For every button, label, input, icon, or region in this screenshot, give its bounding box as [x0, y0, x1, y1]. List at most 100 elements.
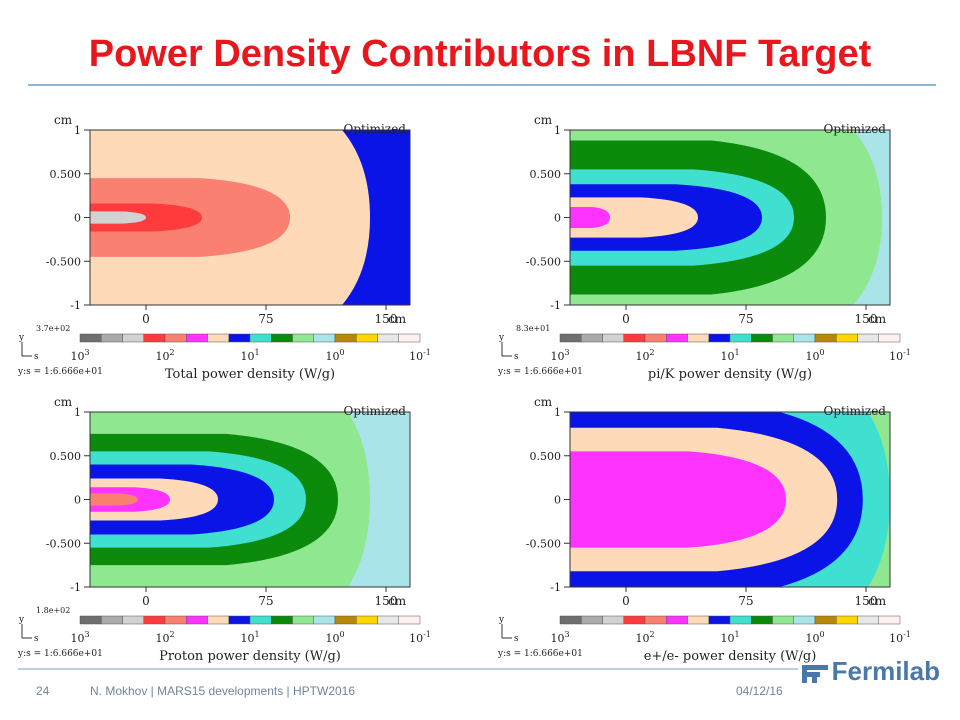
legend-swatch	[644, 333, 667, 343]
legend-swatch	[751, 333, 773, 343]
legend-swatch	[857, 615, 879, 625]
legend-swatch	[164, 333, 187, 343]
y-tick-label: 0	[554, 212, 561, 225]
legend-swatch	[729, 333, 752, 343]
fermilab-logo: Fermilab	[801, 656, 940, 687]
colorbar-tick-label: 100	[805, 630, 824, 645]
axis-orientation-icon	[21, 342, 32, 357]
colorbar-max-value: 3.7e+02	[36, 324, 70, 333]
x-tick-label: 75	[258, 594, 273, 608]
scale-ratio-note: y:s = 1:6.666e+01	[497, 367, 583, 377]
legend-swatch	[687, 615, 709, 625]
y-tick-label: -0.500	[526, 255, 561, 268]
colorbar-tick-label: 102	[155, 348, 174, 363]
legend-swatch	[377, 333, 399, 343]
legend-swatch	[79, 333, 102, 343]
colorbar-tick-label: 102	[635, 348, 654, 363]
legend-swatch	[356, 615, 378, 625]
legend-swatch	[623, 333, 646, 343]
legend-swatch	[292, 615, 314, 625]
y-tick-label: 0.500	[50, 168, 82, 181]
colorbar-tick-label: 10-1	[889, 630, 911, 645]
heatmap-plot-area	[570, 130, 890, 305]
legend-swatch	[793, 615, 816, 625]
legend-swatch	[559, 333, 582, 343]
y-tick-label: -0.500	[526, 537, 561, 550]
annotation-label: Optimized	[343, 404, 406, 418]
legend-swatch	[101, 615, 123, 625]
contour-band-3	[570, 451, 786, 548]
x-tick-label: 0	[142, 594, 150, 608]
legend-swatch	[666, 615, 688, 625]
x-unit-label: cm	[868, 594, 887, 608]
y-tick-label: 1	[74, 124, 81, 137]
y-unit-label: cm	[534, 113, 553, 127]
scale-ratio-note: y:s = 1:6.666e+01	[17, 367, 103, 377]
legend-swatch	[623, 615, 646, 625]
legend-swatch	[836, 615, 858, 625]
y-tick-label: 0.500	[530, 168, 562, 181]
legend-swatch	[377, 615, 399, 625]
legend-swatch	[581, 333, 603, 343]
y-tick-label: 0	[74, 494, 81, 507]
legend-swatch	[334, 333, 357, 343]
y-unit-label: cm	[54, 113, 73, 127]
legend-swatch	[666, 333, 688, 343]
legend-swatch	[708, 333, 731, 343]
legend-swatch	[292, 333, 314, 343]
legend-swatch	[122, 333, 144, 343]
colorbar-max-value: 1.8e+02	[36, 606, 70, 615]
legend-swatch	[644, 615, 667, 625]
colorbar-tick-label: 101	[240, 630, 259, 645]
footer-divider	[18, 668, 798, 670]
axis-s-letter: s	[514, 634, 519, 644]
fermilab-logo-icon	[801, 663, 828, 684]
legend-swatch	[122, 615, 144, 625]
y-tick-label: -1	[550, 299, 561, 312]
legend-swatch	[207, 333, 229, 343]
footer-date: 04/12/16	[736, 684, 783, 698]
heatmap-plot-area	[90, 412, 410, 587]
legend-swatch	[164, 615, 187, 625]
colorbar-tick-label: 10-1	[409, 348, 431, 363]
axis-y-letter: y	[498, 333, 505, 343]
x-unit-label: cm	[388, 312, 407, 326]
legend-swatch	[814, 333, 837, 343]
y-tick-label: -1	[70, 299, 81, 312]
x-unit-label: cm	[868, 312, 887, 326]
legend-swatch	[398, 333, 421, 343]
footer-author: N. Mokhov | MARS15 developments | HPTW20…	[90, 684, 356, 698]
y-tick-label: -0.500	[46, 255, 81, 268]
axis-orientation-icon	[21, 624, 32, 639]
logo-text: Fermilab	[831, 656, 940, 686]
x-tick-label: 150	[375, 312, 398, 326]
annotation-label: Optimized	[343, 122, 406, 136]
legend-swatch	[186, 333, 208, 343]
legend-swatch	[228, 615, 251, 625]
x-unit-label: cm	[388, 594, 407, 608]
legend-swatch	[249, 615, 272, 625]
colorbar-title: Proton power density (W/g)	[159, 649, 341, 664]
y-unit-label: cm	[534, 395, 553, 409]
legend-swatch	[878, 615, 901, 625]
axis-y-letter: y	[18, 615, 25, 625]
colorbar-tick-label: 101	[240, 348, 259, 363]
slide-number: 24	[36, 684, 50, 698]
legend-swatch	[559, 615, 582, 625]
page-title: Power Density Contributors in LBNF Targe…	[88, 33, 872, 75]
legend-swatch	[249, 333, 272, 343]
legend-swatch	[356, 333, 378, 343]
x-tick-label: 0	[622, 312, 630, 326]
x-tick-label: 150	[855, 312, 878, 326]
colorbar-title: pi/K power density (W/g)	[648, 367, 812, 382]
heatmap-plot-area	[90, 130, 410, 305]
legend-swatch	[143, 333, 166, 343]
legend-swatch	[207, 615, 229, 625]
legend-swatch	[228, 333, 251, 343]
y-tick-label: 0.500	[50, 450, 82, 463]
legend-swatch	[334, 615, 357, 625]
colorbar-title: e+/e- power density (W/g)	[644, 649, 817, 664]
colorbar-tick-label: 100	[325, 630, 344, 645]
